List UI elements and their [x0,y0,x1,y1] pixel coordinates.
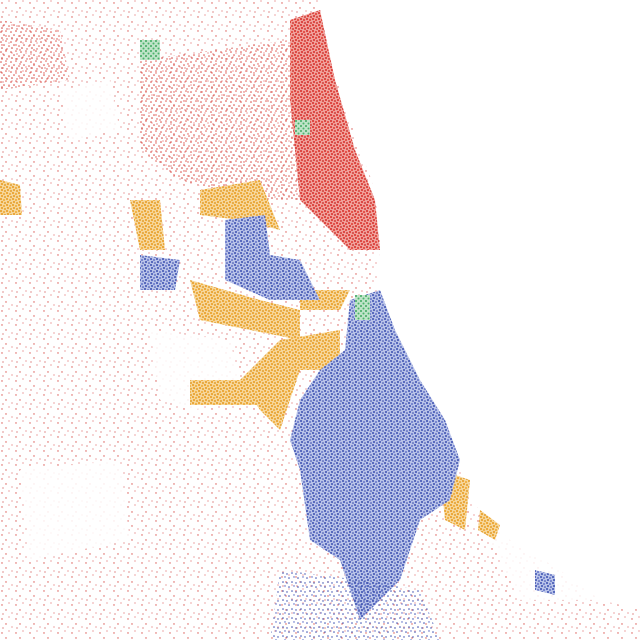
park [60,80,120,140]
red-medium-area [0,20,70,90]
blue-area [535,570,555,595]
park [480,520,600,600]
blue-area [225,215,320,300]
green-area [355,295,370,320]
blue-sparse-area [270,570,440,640]
orange-area [130,200,165,250]
green-area [140,40,160,60]
empty-areas [20,80,600,600]
green-areas [140,40,370,320]
red-medium-area [140,40,300,200]
green-area [295,120,310,135]
orange-area [478,510,500,540]
orange-area [190,280,300,340]
blue-area [140,255,180,290]
park [20,460,130,560]
blue-area [290,290,460,620]
blue-areas [140,215,555,620]
orange-area [240,330,340,430]
red-dense-area [290,10,380,250]
orange-area [0,180,22,215]
shore [380,120,400,180]
orange-area [190,380,260,405]
